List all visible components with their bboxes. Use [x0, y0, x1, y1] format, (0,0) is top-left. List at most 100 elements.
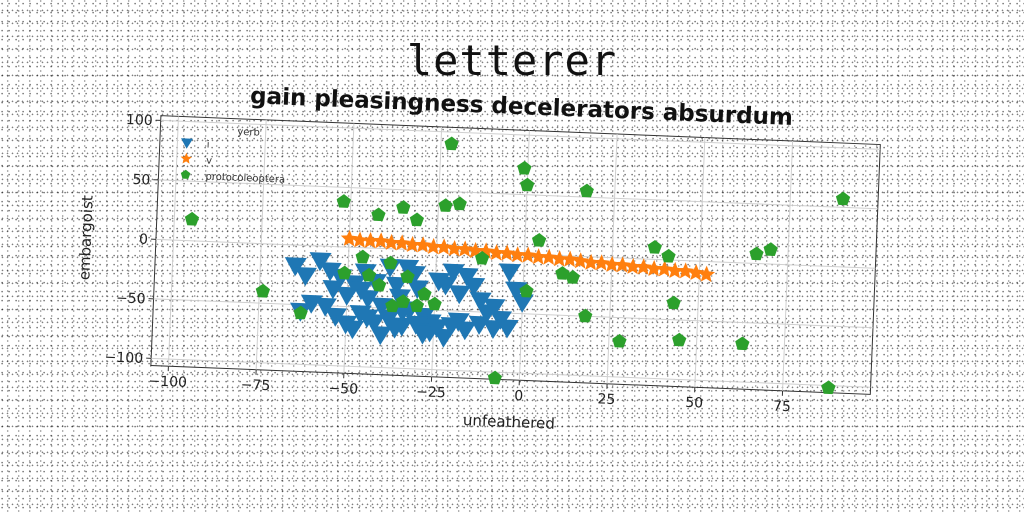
y-tick-label: −50	[116, 290, 146, 307]
data-point-i	[324, 307, 347, 327]
legend-marker-i	[181, 138, 194, 149]
x-tick-label: −50	[328, 381, 358, 398]
data-point-i	[377, 309, 400, 329]
data-point-protocoleoptera	[661, 248, 676, 263]
data-point-protocoleoptera	[184, 211, 200, 226]
data-point-v	[634, 258, 653, 275]
data-point-protocoleoptera	[337, 265, 352, 280]
axis-ticks: −100 −75 −50 −25 0 25 50 75 −100 −50 0 50 100	[104, 112, 791, 415]
data-point-v	[655, 260, 674, 277]
data-point-i	[385, 276, 408, 296]
x-tick-label: −100	[148, 373, 187, 391]
data-point-protocoleoptera	[578, 308, 593, 323]
data-point-protocoleoptera	[555, 266, 570, 280]
data-point-protocoleoptera	[438, 198, 453, 212]
data-point-protocoleoptera	[385, 298, 400, 313]
data-point-v	[666, 261, 684, 279]
y-tick-label: −100	[104, 349, 143, 367]
data-point-protocoleoptera	[255, 283, 271, 298]
data-point-i	[498, 263, 521, 283]
data-point-v	[603, 255, 621, 273]
data-point-v	[561, 250, 579, 268]
figure-suptitle: letterer	[406, 36, 618, 85]
data-marks	[184, 136, 851, 395]
data-point-v	[550, 250, 569, 267]
data-point-i	[496, 319, 519, 339]
data-point-v	[456, 240, 474, 257]
data-point-i	[505, 281, 528, 301]
data-point-v	[393, 234, 411, 251]
grid	[151, 116, 881, 391]
data-point-i	[454, 321, 477, 341]
data-point-v	[624, 257, 642, 275]
data-point-protocoleoptera	[475, 250, 490, 265]
plot-area	[150, 115, 881, 395]
data-point-protocoleoptera	[400, 269, 415, 284]
data-point-v	[498, 244, 516, 261]
data-point-v	[424, 237, 442, 255]
data-point-i	[314, 297, 337, 317]
data-point-protocoleoptera	[735, 336, 750, 351]
data-point-protocoleoptera	[427, 296, 442, 311]
data-point-protocoleoptera	[383, 255, 398, 270]
data-point-i	[319, 262, 342, 282]
data-point-protocoleoptera	[672, 332, 687, 347]
data-point-v	[435, 238, 453, 255]
x-tick-label: 75	[773, 398, 791, 415]
data-point-i	[369, 326, 392, 346]
data-point-protocoleoptera	[355, 249, 370, 264]
data-point-v	[414, 236, 432, 253]
data-point-v	[372, 232, 390, 249]
data-point-v	[445, 239, 464, 257]
x-tick-label: 25	[597, 391, 615, 408]
y-tick-label: 50	[132, 172, 150, 189]
data-point-protocoleoptera	[395, 294, 411, 309]
data-point-protocoleoptera	[336, 194, 351, 208]
data-point-v	[403, 235, 421, 253]
y-axis-label: embargoist	[75, 195, 96, 281]
data-point-v	[361, 231, 379, 249]
x-gridline	[694, 137, 706, 388]
data-point-i	[309, 252, 332, 272]
data-point-i	[342, 320, 365, 340]
y-tick-label: 0	[139, 232, 149, 248]
data-point-v	[582, 253, 600, 271]
data-point-protocoleoptera	[371, 277, 387, 292]
y-gridline	[153, 298, 873, 329]
data-point-protocoleoptera	[417, 286, 432, 301]
data-point-i	[440, 316, 463, 337]
data-point-i	[463, 277, 486, 297]
data-point-v	[645, 259, 663, 277]
data-point-v	[529, 248, 548, 265]
data-point-v	[540, 248, 558, 266]
data-point-i	[357, 289, 380, 309]
data-point-v	[613, 256, 632, 273]
x-tick-label: −75	[240, 377, 270, 394]
y-gridline	[151, 357, 871, 388]
data-point-v	[340, 229, 358, 247]
data-point-i	[406, 279, 429, 300]
data-point-protocoleoptera	[749, 246, 764, 261]
legend-label-i: i	[207, 140, 210, 151]
data-point-v	[382, 233, 400, 251]
data-point-protocoleoptera	[487, 370, 503, 385]
data-point-i	[435, 276, 458, 296]
data-point-protocoleoptera	[647, 239, 663, 254]
data-point-i	[426, 318, 449, 338]
data-point-v	[571, 252, 590, 269]
x-tick-label: 0	[514, 388, 524, 404]
data-point-i	[469, 291, 492, 312]
data-point-i	[483, 298, 506, 318]
data-point-protocoleoptera	[409, 212, 425, 227]
data-point-protocoleoptera	[612, 333, 627, 348]
data-point-i	[482, 319, 505, 339]
data-point-protocoleoptera	[452, 196, 467, 211]
data-point-v	[487, 244, 505, 261]
data-point-protocoleoptera	[444, 136, 459, 151]
data-point-protocoleoptera	[409, 298, 425, 313]
data-point-protocoleoptera	[532, 232, 547, 247]
data-point-i	[403, 265, 426, 285]
data-point-protocoleoptera	[666, 295, 681, 310]
data-point-v	[519, 246, 537, 264]
